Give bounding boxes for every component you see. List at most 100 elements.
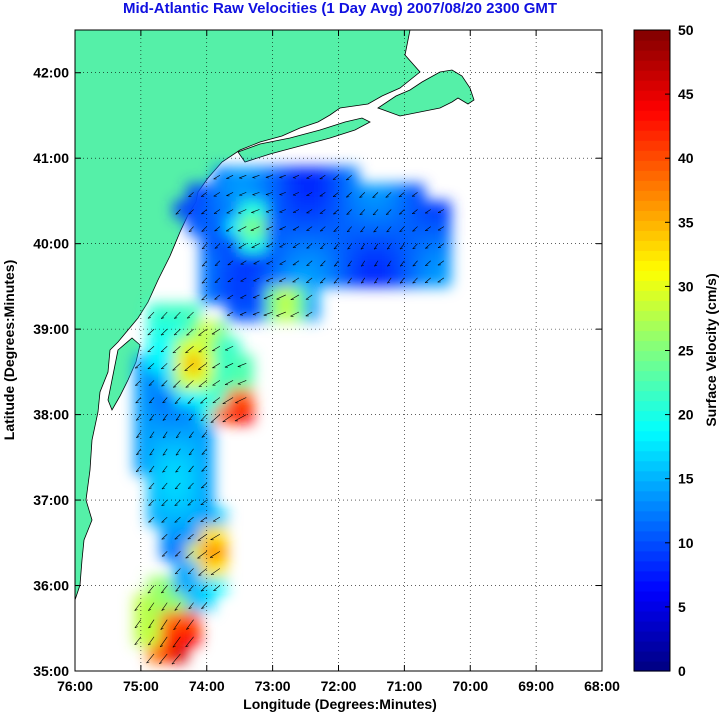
current-arrow-head [173,386,177,388]
velocity-cell [410,235,425,253]
current-arrow-head [149,453,153,456]
current-arrow [187,534,194,540]
colorbar-segment [634,520,670,532]
current-arrow [148,516,155,523]
velocity-cell [239,303,254,322]
velocity-cell [213,269,228,287]
current-arrow-head [214,247,218,249]
velocity-cell [147,645,162,663]
current-arrow-head [346,213,350,215]
colorbar-tick-label: 0 [678,663,686,679]
velocity-cell [226,183,241,202]
velocity-cell [266,235,280,253]
velocity-cell [173,388,188,407]
y-tick-label: 40:00 [33,236,69,252]
velocity-cell [226,337,241,356]
current-arrow [175,448,181,456]
velocity-cell [147,371,162,390]
y-tick-label: 41:00 [33,150,69,166]
velocity-cell [213,371,228,390]
colorbar-segment [634,350,670,362]
colorbar-segment [634,320,670,332]
current-arrow [201,431,207,438]
velocity-cell [331,166,346,185]
colorbar-tick-label: 35 [678,214,694,230]
velocity-cell [266,183,280,202]
velocity-cell [292,183,307,202]
velocity-cell [384,252,399,270]
current-arrow [319,192,326,197]
colorbar-segment [634,110,670,121]
current-arrow [437,209,445,213]
velocity-cell [213,286,228,304]
current-arrow [161,585,168,594]
velocity-cell [252,252,267,270]
current-arrow [387,260,392,267]
current-arrow-head [201,436,205,438]
current-arrow [201,465,207,472]
colorbar-segment [634,630,670,642]
current-arrow-head [175,590,179,592]
current-arrow-head [188,230,192,232]
land-new-england [377,69,475,117]
current-arrow-head [333,213,337,215]
current-arrow-head [186,628,190,630]
colorbar-segment [634,360,670,372]
current-arrow [174,602,181,611]
colorbar-tick-label: 40 [678,150,694,166]
current-arrow [201,448,207,455]
current-arrow-head [134,643,138,646]
current-arrow [412,226,418,232]
velocity-cell [186,542,201,561]
velocity-cell [160,474,175,493]
current-arrow [424,277,431,283]
colorbar-segment [634,100,670,111]
current-vectors [134,175,445,665]
current-arrow [173,328,181,336]
velocity-cell [213,525,228,544]
current-arrow [185,345,194,354]
current-arrow [279,277,286,282]
velocity-cell [239,269,254,287]
current-arrow-head [188,436,192,438]
current-arrow-head [148,487,152,490]
velocity-cell [279,200,293,219]
velocity-cell [331,252,346,270]
velocity-cell [305,166,320,185]
velocity-cell [384,183,399,202]
current-arrow-head [279,194,283,196]
velocity-cell [134,354,148,373]
current-arrow [200,499,207,505]
velocity-cell [345,252,359,270]
current-arrow [162,431,168,439]
velocity-cell [279,183,293,202]
current-arrow [201,209,207,215]
colorbar-segment [634,530,670,542]
current-arrow-head [386,213,390,215]
velocity-cell [252,166,267,185]
current-arrow [347,260,352,267]
x-tick-label: 75:00 [123,678,159,694]
velocity-cell [279,235,293,253]
colorbar-segment [634,440,670,452]
colorbar-segment [634,460,670,472]
current-arrow [148,482,155,490]
velocity-cell [213,166,228,185]
current-arrow [148,602,155,611]
colorbar-segment [634,180,670,191]
current-arrow-head [135,401,139,404]
current-arrow [174,482,181,490]
current-arrow-head [346,196,350,198]
colorbar-segment [634,480,670,492]
velocity-cell [186,576,201,595]
current-arrow [212,516,221,522]
y-tick-label: 39:00 [33,321,69,337]
velocity-cell [147,337,162,356]
velocity-cell [410,269,425,287]
current-arrow [305,311,313,317]
current-arrow [238,209,247,214]
current-arrow-head [200,402,204,404]
current-arrow [136,431,142,438]
velocity-cell [292,269,307,287]
